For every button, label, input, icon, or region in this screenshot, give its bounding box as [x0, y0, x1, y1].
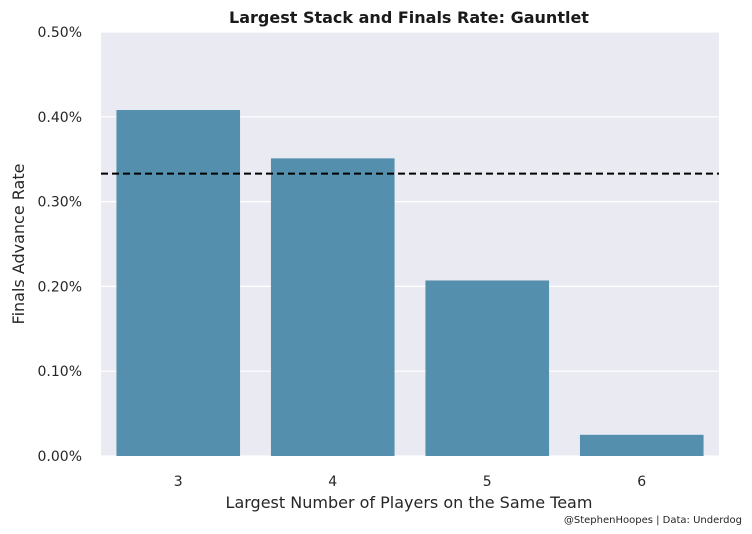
bar-4 — [270, 158, 395, 457]
bar-5 — [425, 280, 550, 456]
y-tick-label: 0.40% — [38, 110, 82, 126]
y-axis-label: Finals Advance Rate — [9, 164, 28, 325]
y-tick-label: 0.50% — [38, 25, 82, 41]
bar-3 — [116, 110, 241, 457]
bar-6 — [579, 434, 704, 456]
y-tick-label: 0.20% — [38, 279, 82, 295]
y-tick-labels: 0.00% 0.10% 0.20% 0.30% 0.40% 0.50% — [38, 25, 82, 465]
x-tick-labels: 3 4 5 6 — [174, 474, 647, 490]
x-axis-label: Largest Number of Players on the Same Te… — [226, 493, 593, 512]
x-tick-label: 6 — [637, 474, 646, 490]
x-tick-label: 4 — [328, 474, 337, 490]
chart-title: Largest Stack and Finals Rate: Gauntlet — [229, 8, 589, 27]
y-tick-label: 0.10% — [38, 364, 82, 380]
x-tick-label: 3 — [174, 474, 183, 490]
bars — [116, 110, 704, 457]
y-tick-label: 0.00% — [38, 449, 82, 465]
credit-text: @StephenHoopes | Data: Underdog — [564, 515, 742, 526]
x-tick-label: 5 — [483, 474, 492, 490]
y-tick-label: 0.30% — [38, 195, 82, 211]
